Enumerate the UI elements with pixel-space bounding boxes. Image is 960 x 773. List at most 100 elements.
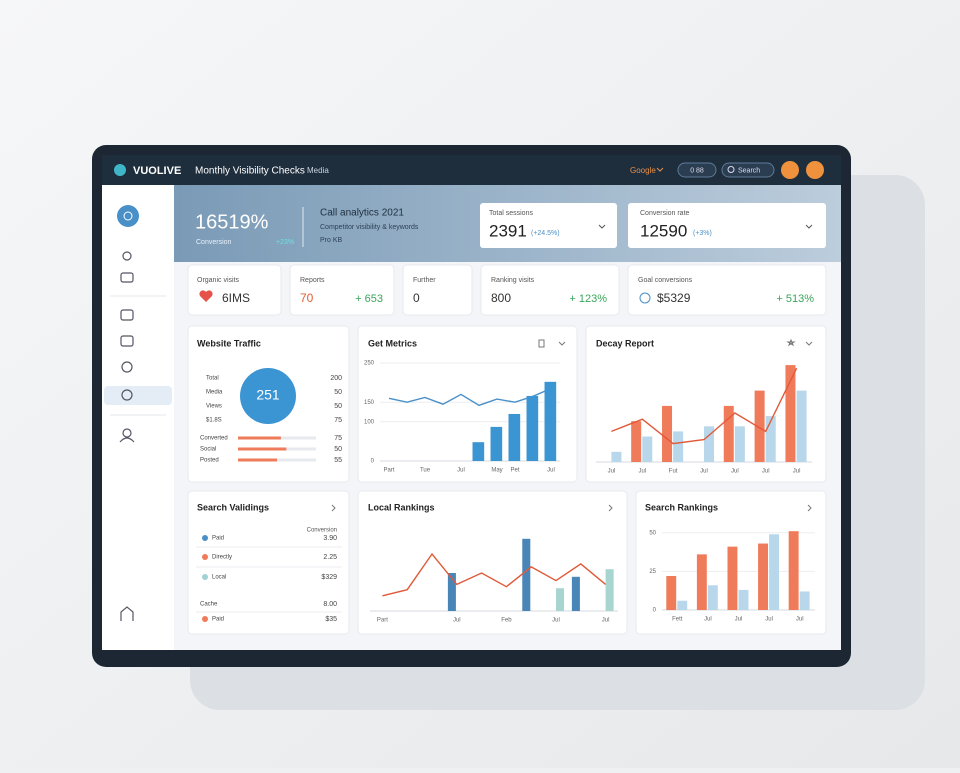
x-tick-label: Jul xyxy=(608,469,616,475)
avatar[interactable] xyxy=(781,161,799,179)
bar xyxy=(765,416,776,462)
chevron[interactable] xyxy=(805,341,813,346)
row-value: 8.00 xyxy=(323,601,337,608)
label: Local xyxy=(212,575,226,581)
kpi-card xyxy=(187,264,282,316)
label: Converted xyxy=(200,436,228,442)
badge: 0 88 xyxy=(690,167,704,174)
heart-icon xyxy=(199,290,213,302)
hero-delta: +23% xyxy=(276,239,294,246)
card-label: Conversion rate xyxy=(640,210,690,217)
row-value: 2.25 xyxy=(323,554,337,561)
kpi-delta: + 513% xyxy=(776,293,814,305)
bar xyxy=(754,390,765,462)
kpi-card xyxy=(402,264,473,316)
kpi-delta: + 123% xyxy=(569,293,607,305)
sidebar-icon[interactable] xyxy=(120,335,134,347)
kpi-value: 70 xyxy=(300,291,314,305)
label: Paid xyxy=(212,536,224,542)
y-tick-label: 150 xyxy=(364,400,375,406)
x-tick-label: Fett xyxy=(672,617,683,623)
chevron[interactable] xyxy=(558,341,566,346)
x-tick-label: Jul xyxy=(765,617,773,623)
bar xyxy=(526,395,539,461)
progress-bar xyxy=(238,436,281,440)
bar xyxy=(556,588,565,611)
row-value: 50 xyxy=(334,403,342,410)
kpi-value: 6IMS xyxy=(222,291,250,305)
chevron[interactable] xyxy=(608,504,613,512)
legend-dot xyxy=(202,616,208,622)
x-tick-label: Jul xyxy=(457,468,465,474)
x-tick-label: Jul xyxy=(638,469,646,475)
x-tick-label: Jul xyxy=(735,617,743,623)
line xyxy=(611,367,798,445)
kpi-card xyxy=(627,264,827,316)
card-value: 2391 xyxy=(489,221,527,240)
bar xyxy=(769,534,780,610)
top-bar xyxy=(102,155,841,185)
panel xyxy=(357,325,578,483)
chevron[interactable] xyxy=(805,224,813,229)
label: Views xyxy=(206,404,222,410)
sidebar-active xyxy=(104,386,172,405)
label: Media xyxy=(206,390,223,396)
kpi-card xyxy=(480,264,620,316)
x-tick-label: Jul xyxy=(552,618,560,624)
bar xyxy=(673,431,684,462)
panel xyxy=(187,490,350,635)
badge-pill[interactable] xyxy=(677,162,717,178)
kpi-label: Ranking visits xyxy=(491,277,535,284)
kpi-value: 0 xyxy=(413,291,420,305)
avatar[interactable] xyxy=(806,161,824,179)
bar xyxy=(796,390,807,462)
bookmark-icon[interactable] xyxy=(538,339,545,348)
bar xyxy=(785,365,796,462)
x-tick-label: Tue xyxy=(420,468,431,474)
brand: VUOLIVE xyxy=(133,165,181,177)
sidebar-icon[interactable] xyxy=(121,361,133,373)
kpi-value: $5329 xyxy=(657,291,691,305)
label: Posted xyxy=(200,458,219,464)
row-value: $329 xyxy=(321,574,337,581)
row-value: 50 xyxy=(334,446,342,453)
sidebar-icon[interactable] xyxy=(122,428,132,438)
menu-item: Media xyxy=(307,166,329,175)
star-icon[interactable] xyxy=(786,338,796,347)
row-value: $35 xyxy=(325,616,337,623)
search-placeholder: Search xyxy=(738,167,760,174)
chevron[interactable] xyxy=(598,224,606,229)
kpi-delta: + 653 xyxy=(355,293,383,305)
x-tick-label: Jul xyxy=(704,617,712,623)
sidebar-icon[interactable] xyxy=(120,272,134,283)
legend-dot xyxy=(202,574,208,580)
hero-card[interactable] xyxy=(628,203,826,248)
search-box[interactable] xyxy=(721,162,775,178)
bar xyxy=(723,405,734,462)
chevron[interactable] xyxy=(807,504,812,512)
sidebar-icon[interactable] xyxy=(120,309,134,321)
legend-dot xyxy=(202,535,208,541)
sidebar-icon[interactable] xyxy=(117,205,139,227)
bar xyxy=(666,576,677,610)
bar xyxy=(734,426,745,462)
panel xyxy=(357,490,628,635)
dropdown-caret[interactable] xyxy=(656,167,664,172)
hero-card[interactable] xyxy=(480,203,617,248)
x-tick-label: Jul xyxy=(796,617,804,623)
bar xyxy=(707,585,718,610)
card-note: (+3%) xyxy=(693,230,712,237)
bar xyxy=(727,546,738,610)
chevron[interactable] xyxy=(331,504,336,512)
bar xyxy=(696,554,707,610)
kpi-label: Organic visits xyxy=(197,277,240,284)
sidebar-icon[interactable] xyxy=(121,389,133,401)
panel-title: Search Rankings xyxy=(645,502,718,512)
bar xyxy=(799,591,810,610)
sidebar-icon[interactable] xyxy=(120,606,134,621)
sidebar-icon[interactable] xyxy=(122,251,132,261)
panel-title: Local Rankings xyxy=(368,502,435,512)
panel-title: Decay Report xyxy=(596,338,654,348)
bar xyxy=(642,436,653,462)
